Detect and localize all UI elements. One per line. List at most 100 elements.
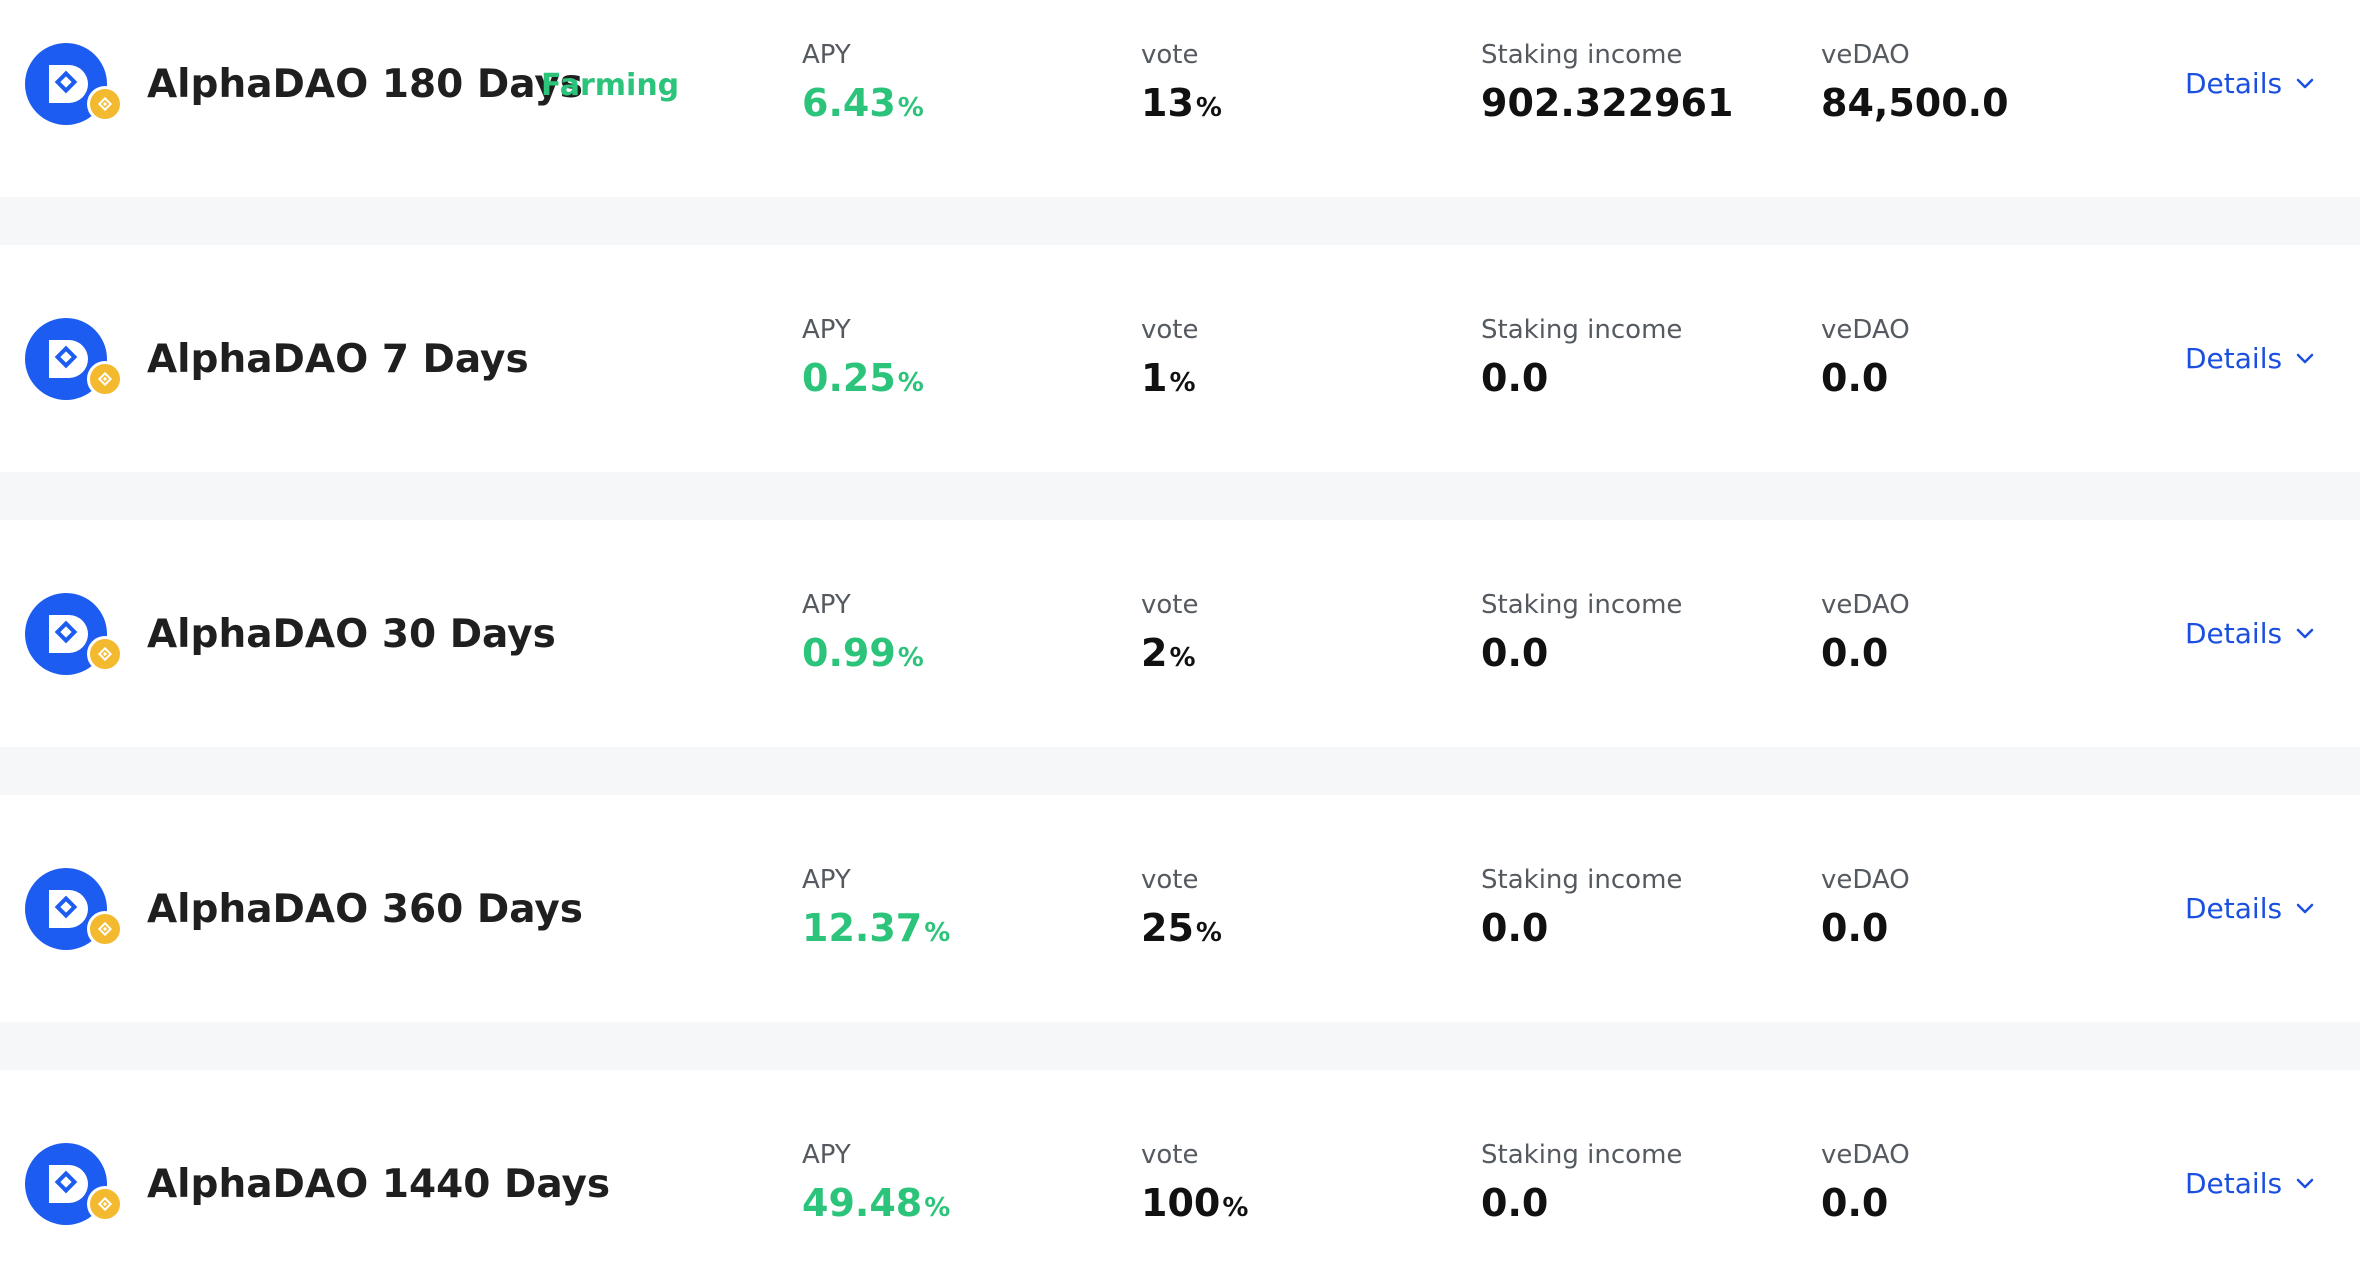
apy-value: 12.37% xyxy=(802,905,950,956)
vote-label: vote xyxy=(1141,590,1199,620)
details-button[interactable]: Details xyxy=(2185,1164,2314,1204)
staking-income-stat: Staking income 0.0 xyxy=(1481,313,1682,401)
vote-stat: vote 2% xyxy=(1141,588,1198,681)
vote-number: 25 xyxy=(1141,906,1194,950)
vote-stat: vote 100% xyxy=(1141,1138,1248,1231)
apy-unit: % xyxy=(897,93,924,123)
vedao-stat: veDAO 0.0 xyxy=(1821,863,1910,951)
staking-income-value: 902.322961 xyxy=(1481,81,1734,125)
vote-unit: % xyxy=(1169,643,1196,673)
vote-stat: vote 25% xyxy=(1141,863,1222,956)
staking-income-value: 0.0 xyxy=(1481,906,1549,950)
vedao-label: veDAO xyxy=(1821,40,1910,70)
vote-label: vote xyxy=(1141,315,1199,345)
bnb-chain-icon xyxy=(87,361,123,397)
pool-name: AlphaDAO 180 Days xyxy=(147,62,583,107)
pool-name: AlphaDAO 7 Days xyxy=(147,337,529,382)
staking-income-value: 0.0 xyxy=(1481,1181,1549,1225)
vote-value: 13% xyxy=(1141,80,1222,131)
vote-stat: vote 13% xyxy=(1141,38,1222,131)
apy-unit: % xyxy=(897,368,924,398)
vedao-value: 0.0 xyxy=(1821,906,1889,950)
apy-stat: APY 6.43% xyxy=(802,38,924,131)
vote-number: 100 xyxy=(1141,1181,1221,1225)
alphadao-logo-icon xyxy=(25,43,107,125)
vedao-value: 0.0 xyxy=(1821,356,1889,400)
apy-unit: % xyxy=(924,918,951,948)
apy-value: 49.48% xyxy=(802,1180,950,1231)
staking-income-label: Staking income xyxy=(1481,865,1683,895)
apy-number: 6.43 xyxy=(802,81,896,125)
pool-row: AlphaDAO 7 Days APY 0.25% vote 1% Stakin… xyxy=(0,245,2360,442)
vedao-stat: veDAO 0.0 xyxy=(1821,588,1910,676)
vedao-label: veDAO xyxy=(1821,1140,1910,1170)
apy-label: APY xyxy=(802,315,851,345)
bnb-chain-icon xyxy=(87,86,123,122)
vote-unit: % xyxy=(1222,1193,1249,1223)
row-separator xyxy=(0,472,2360,520)
apy-number: 12.37 xyxy=(802,906,923,950)
vote-unit: % xyxy=(1195,918,1222,948)
apy-unit: % xyxy=(897,643,924,673)
chevron-down-icon xyxy=(2296,78,2314,89)
apy-label: APY xyxy=(802,865,851,895)
vedao-label: veDAO xyxy=(1821,865,1910,895)
details-label: Details xyxy=(2185,892,2283,925)
apy-stat: APY 0.99% xyxy=(802,588,924,681)
details-button[interactable]: Details xyxy=(2185,614,2314,654)
staking-income-stat: Staking income 902.322961 xyxy=(1481,38,1733,126)
row-separator xyxy=(0,747,2360,795)
details-button[interactable]: Details xyxy=(2185,64,2314,104)
vote-stat: vote 1% xyxy=(1141,313,1198,406)
apy-value: 0.25% xyxy=(802,355,924,406)
farming-status-badge: Farming xyxy=(541,68,680,103)
bnb-chain-icon xyxy=(87,1186,123,1222)
staking-income-label: Staking income xyxy=(1481,315,1683,345)
chevron-down-icon xyxy=(2296,903,2314,914)
vote-value: 1% xyxy=(1141,355,1198,406)
bnb-chain-icon xyxy=(87,911,123,947)
pool-row: AlphaDAO 180 Days Farming APY 6.43% vote… xyxy=(0,0,2360,197)
vedao-stat: veDAO 0.0 xyxy=(1821,1138,1910,1226)
staking-income-label: Staking income xyxy=(1481,1140,1683,1170)
vote-number: 2 xyxy=(1141,631,1168,675)
bnb-chain-icon xyxy=(87,636,123,672)
vedao-label: veDAO xyxy=(1821,590,1910,620)
details-label: Details xyxy=(2185,342,2283,375)
vote-unit: % xyxy=(1169,368,1196,398)
vedao-stat: veDAO 0.0 xyxy=(1821,313,1910,401)
staking-income-stat: Staking income 0.0 xyxy=(1481,863,1682,951)
details-label: Details xyxy=(2185,1167,2283,1200)
apy-value: 6.43% xyxy=(802,80,924,131)
staking-income-label: Staking income xyxy=(1481,590,1683,620)
vedao-value: 84,500.0 xyxy=(1821,81,2009,125)
pool-name: AlphaDAO 1440 Days xyxy=(147,1162,611,1207)
vote-number: 13 xyxy=(1141,81,1194,125)
pool-name: AlphaDAO 360 Days xyxy=(147,887,583,932)
chevron-down-icon xyxy=(2296,1178,2314,1189)
pool-row: AlphaDAO 30 Days APY 0.99% vote 2% Staki… xyxy=(0,520,2360,717)
vote-label: vote xyxy=(1141,1140,1199,1170)
apy-label: APY xyxy=(802,1140,851,1170)
details-label: Details xyxy=(2185,617,2283,650)
staking-income-value: 0.0 xyxy=(1481,631,1549,675)
vote-label: vote xyxy=(1141,865,1199,895)
row-separator xyxy=(0,1022,2360,1070)
apy-stat: APY 49.48% xyxy=(802,1138,950,1231)
staking-income-stat: Staking income 0.0 xyxy=(1481,588,1682,676)
details-button[interactable]: Details xyxy=(2185,339,2314,379)
staking-income-label: Staking income xyxy=(1481,40,1683,70)
apy-number: 0.99 xyxy=(802,631,896,675)
details-label: Details xyxy=(2185,67,2283,100)
vote-value: 2% xyxy=(1141,630,1198,681)
staking-income-stat: Staking income 0.0 xyxy=(1481,1138,1682,1226)
vedao-stat: veDAO 84,500.0 xyxy=(1821,38,2009,126)
vote-label: vote xyxy=(1141,40,1199,70)
vote-unit: % xyxy=(1195,93,1222,123)
vote-value: 25% xyxy=(1141,905,1222,956)
vote-value: 100% xyxy=(1141,1180,1248,1231)
chevron-down-icon xyxy=(2296,353,2314,364)
vedao-value: 0.0 xyxy=(1821,1181,1889,1225)
details-button[interactable]: Details xyxy=(2185,889,2314,929)
